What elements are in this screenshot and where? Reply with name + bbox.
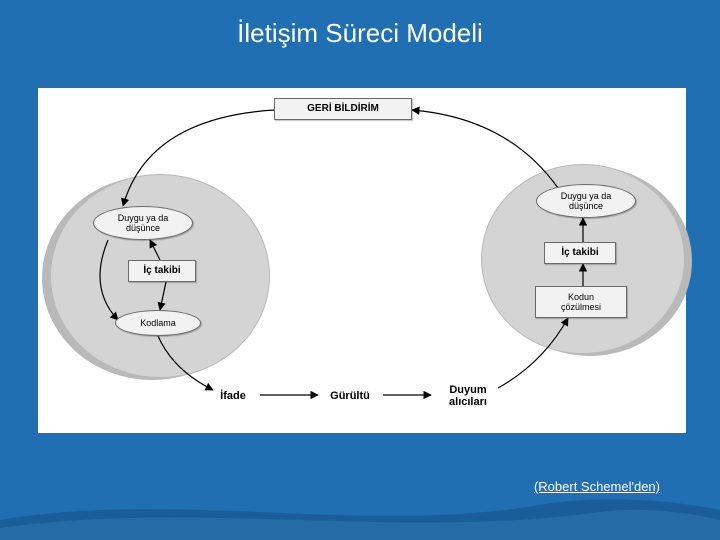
diagram-panel: GERİ BİLDİRİM Duygu ya dadüşünce İç taki… (38, 88, 686, 433)
node-label: Kodlama (140, 318, 176, 328)
node-label: Kodunçözülmesi (561, 292, 601, 313)
node-geri-bildirim: GERİ BİLDİRİM (274, 98, 412, 120)
node-label: İç takibi (561, 247, 598, 259)
node-label: GERİ BİLDİRİM (307, 103, 379, 115)
wave-decoration (0, 480, 720, 540)
caption-ifade: İfade (208, 390, 258, 402)
node-duygu-right: Duygu ya dadüşünce (536, 184, 636, 218)
node-ic-left: İç takibi (128, 260, 196, 282)
caption-gurultu: Gürültü (320, 390, 380, 402)
node-ic-right: İç takibi (544, 242, 616, 264)
node-label: Duygu ya dadüşünce (118, 213, 169, 234)
node-label: İç takibi (143, 265, 180, 277)
page-title: İletişim Süreci Modeli (0, 18, 720, 49)
node-kodlama: Kodlama (115, 310, 201, 336)
caption-duyum: Duyumalıcıları (433, 384, 503, 408)
node-label: Duygu ya dadüşünce (561, 191, 612, 212)
node-kodun: Kodunçözülmesi (535, 286, 627, 318)
slide: İletişim Süreci Modeli GERİ BİLDİRİM Duy… (0, 0, 720, 540)
node-duygu-left: Duygu ya dadüşünce (93, 206, 193, 240)
